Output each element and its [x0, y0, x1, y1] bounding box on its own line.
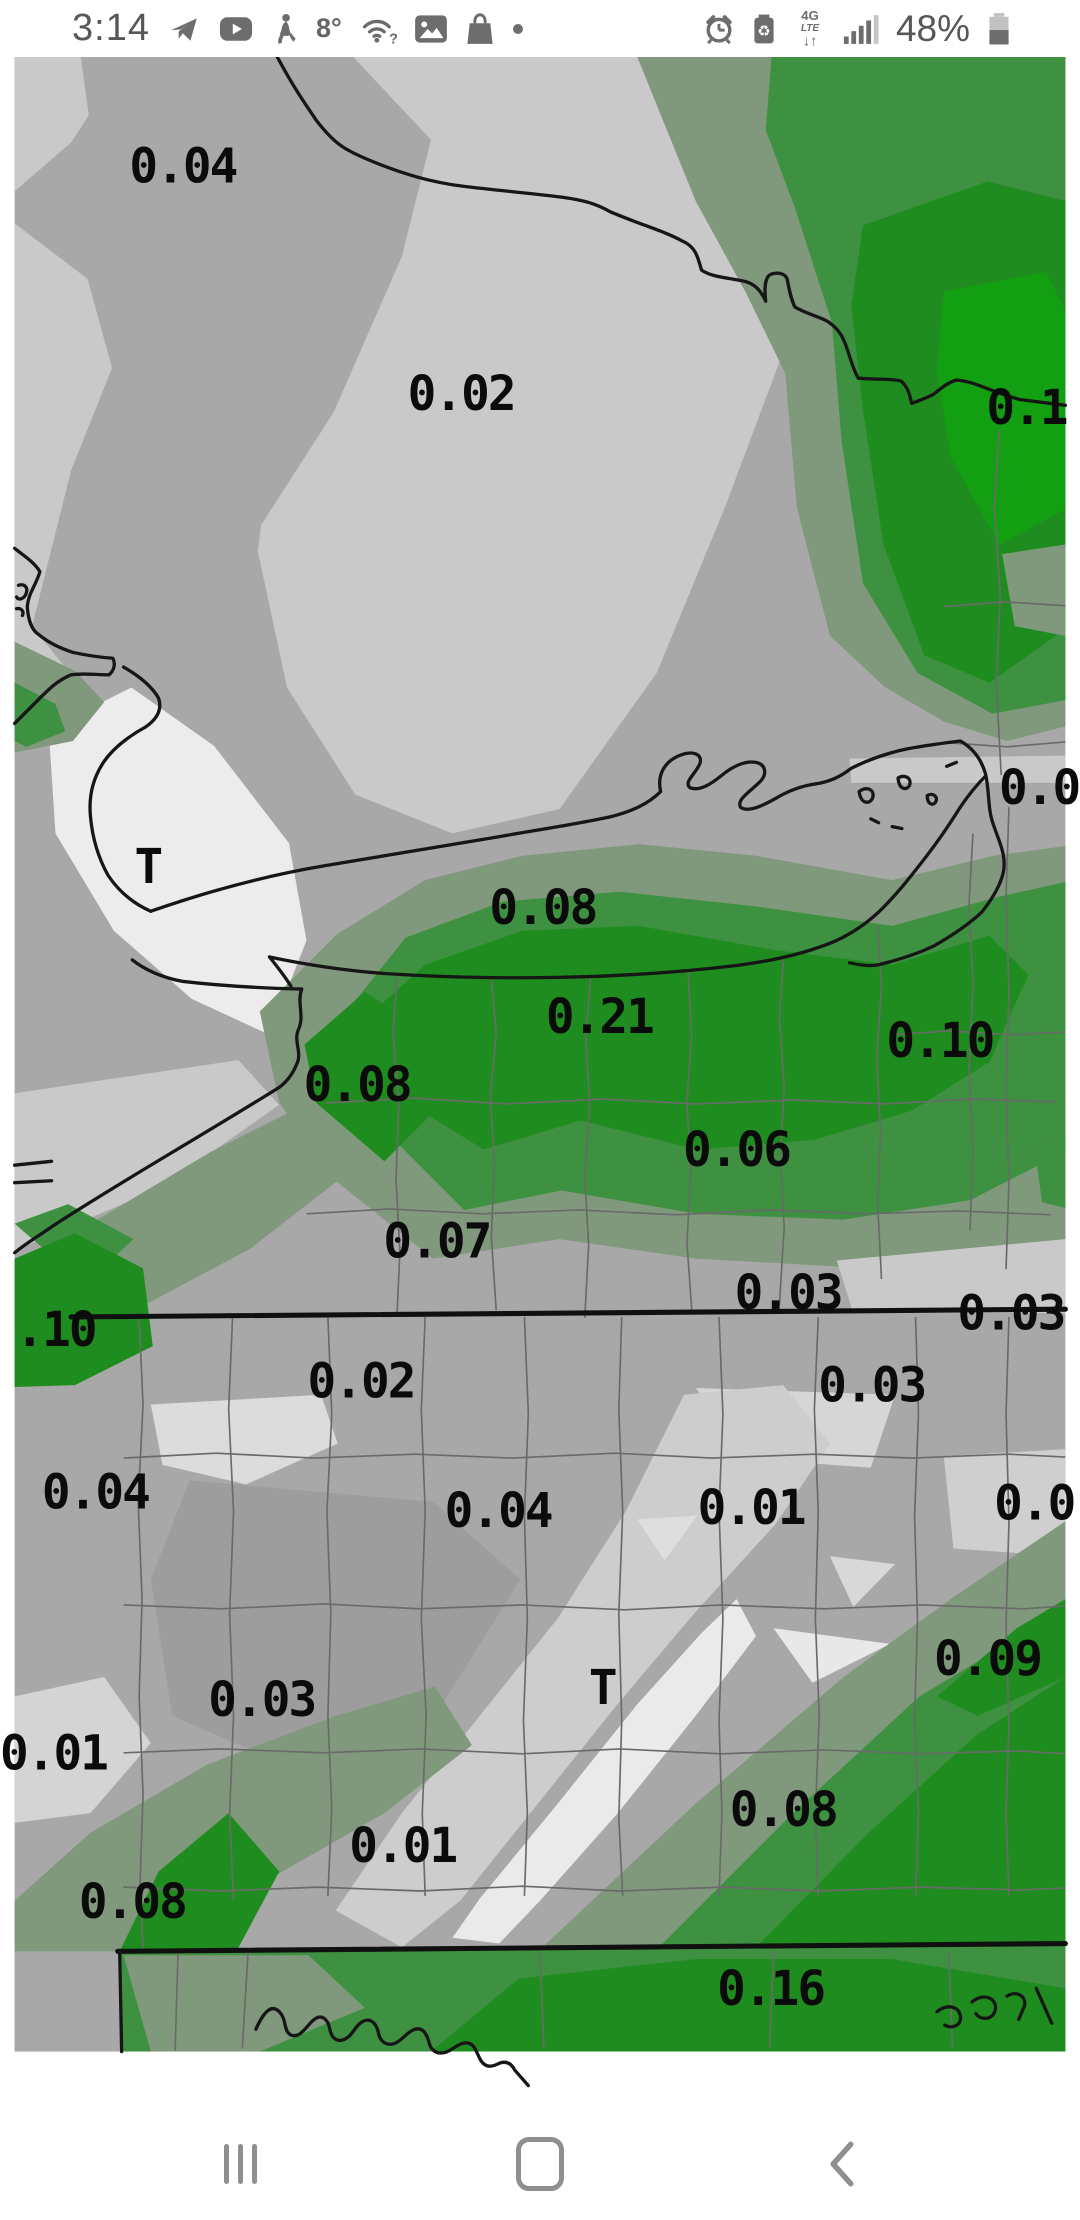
river-line [254, 2007, 530, 2088]
youtube-icon [219, 16, 253, 41]
county-lines [123, 429, 1066, 2051]
long-point-shoreline [12, 546, 116, 726]
contour-fills [14, 57, 1066, 2052]
islands [857, 760, 959, 831]
home-button[interactable] [500, 2107, 580, 2220]
shorelines-and-borders [12, 57, 1068, 2088]
wifi-question-badge: ? [389, 31, 397, 45]
recents-button[interactable] [200, 2107, 280, 2220]
map-value-label: 0.21 [546, 990, 653, 1045]
home-icon [516, 2136, 564, 2191]
map-value-label: 0.03 [818, 1359, 925, 1414]
map-value-label: 0.03 [735, 1266, 842, 1321]
niagara-peninsula-west-shore [88, 665, 162, 913]
lake-ontario-south-shore [267, 774, 988, 980]
map-value-label: 0.04 [129, 140, 236, 195]
weather-temp-text: 8° [315, 13, 342, 43]
map-value-label: 0.08 [79, 1875, 186, 1930]
precipitation-map[interactable]: 0.04 0.02 0.1 T 0.0 0.08 0.21 0.10 0.08 0.06 0.07 0… [0, 57, 1080, 2107]
lake-erie-south-shore [12, 987, 304, 1255]
status-bar: 3:14 8° ? [0, 0, 1080, 57]
map-value-label: 0.01 [0, 1726, 107, 1781]
clock-text: 3:14 [72, 7, 150, 49]
mobile-network-4g-lte-icon: 4G LTE ↓↑ [801, 9, 819, 49]
lake-erie-east-tip [130, 958, 304, 991]
map-value-label: 0.08 [489, 881, 596, 936]
map-value-label: 0.08 [304, 1058, 411, 1113]
map-value-label: 0.02 [307, 1355, 414, 1410]
map-value-label: 0.09 [934, 1632, 1041, 1687]
back-chevron-icon [830, 2141, 854, 2186]
alarm-clock-icon [706, 14, 732, 44]
back-button[interactable] [802, 2107, 882, 2220]
map-value-label: 0.06 [683, 1123, 790, 1178]
map-value-label: 0.03 [208, 1673, 315, 1728]
android-nav-bar [0, 2107, 1080, 2220]
map-value-label: 0.01 [349, 1819, 456, 1874]
river-squiggle-corner [935, 1986, 1054, 2029]
canada-border-line [275, 57, 1068, 407]
lake-ontario-north-shore [149, 739, 1006, 968]
ny-pa-border [68, 1306, 1068, 1320]
map-value-label: 0.04 [445, 1484, 552, 1539]
map-value-label: 0.10 [886, 1014, 993, 1069]
gallery-icon [414, 14, 447, 43]
map-value-label: 0.03 [957, 1287, 1064, 1342]
map-value-label: 0.0 [994, 1476, 1074, 1531]
status-bar-left: 3:14 8° ? [0, 7, 524, 50]
contour-value-labels: 0.04 0.02 0.1 T 0.0 0.08 0.21 0.10 0.08 0.06 0.07 0… [0, 140, 1080, 2017]
pa-md-border [115, 1941, 1068, 1954]
niagara-river [267, 955, 293, 988]
battery-icon [989, 12, 1009, 44]
notification-dot-icon [512, 23, 523, 34]
wifi-icon: ? [362, 19, 397, 46]
map-value-label: 0.0 [999, 761, 1079, 816]
map-value-label: T [589, 1661, 616, 1716]
map-value-label: 0.08 [730, 1783, 837, 1838]
network-arrows: ↓↑ [803, 33, 817, 48]
map-value-label: 0.1 [986, 381, 1066, 436]
map-value-label: .10 [15, 1303, 95, 1358]
network-type-lte: LTE [801, 23, 819, 34]
map-value-label: 0.02 [408, 367, 515, 422]
map-value-label: 0.04 [42, 1466, 149, 1521]
signal-strength-icon [843, 14, 879, 44]
status-bar-right: ♻ 4G LTE ↓↑ 48% [702, 8, 1080, 50]
recents-icon [223, 2143, 257, 2184]
map-value-label: T [135, 840, 162, 895]
shopping-bag-icon [467, 12, 493, 44]
battery-saver-icon: ♻ [754, 14, 774, 43]
network-type-4g: 4G [801, 9, 819, 23]
telegram-icon [171, 17, 197, 41]
map-value-label: 0.07 [383, 1215, 490, 1270]
map-value-label: 0.16 [717, 1962, 824, 2017]
map-value-label: 0.01 [698, 1481, 805, 1536]
runner-icon [278, 13, 296, 44]
battery-saver-glyph: ♻ [757, 22, 770, 39]
battery-percent-text: 48% [895, 7, 970, 49]
